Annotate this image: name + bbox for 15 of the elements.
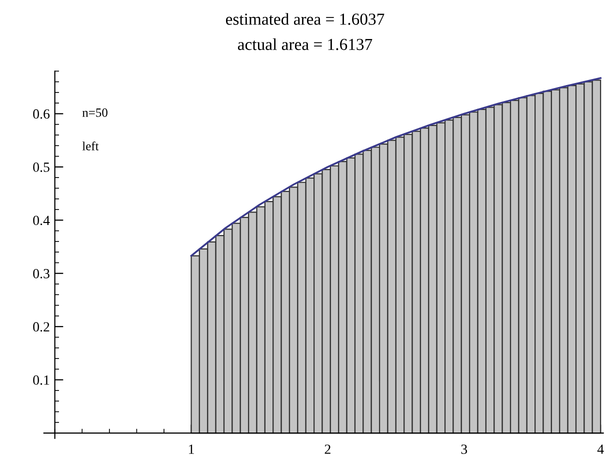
annotation: n=50 [82,108,108,117]
y-tick-label: 0.4 [33,216,50,226]
x-tick-label: 2 [324,444,330,454]
chart-subtitle: actual area = 1.6137 [238,38,372,50]
x-tick-label: 1 [189,444,194,454]
chart-title: estimated area = 1.6037 [226,13,384,25]
y-tick-label: 0.2 [33,322,50,332]
line-series [190,77,602,257]
y-tick-label: 0.3 [33,268,50,278]
x-tick-label: 3 [461,444,468,454]
annotation: left [82,141,99,150]
x-tick-label: 4 [597,444,604,454]
y-tick-label: 0.6 [33,109,50,119]
y-tick-label: 0.5 [33,162,50,172]
y-tick-label: 0.1 [33,375,50,385]
